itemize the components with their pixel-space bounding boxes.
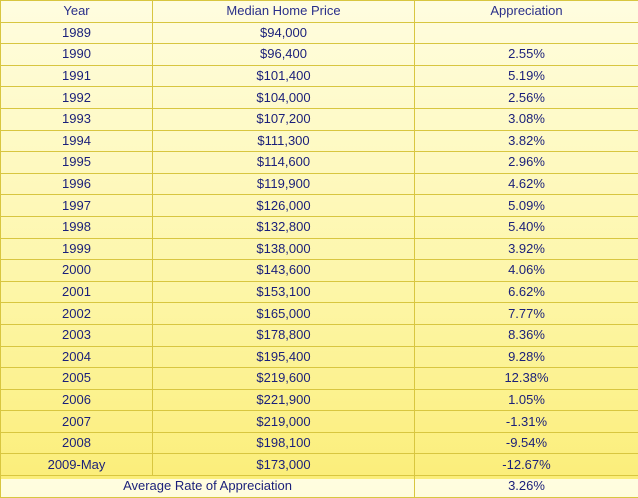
cell-appreciation: 7.77% <box>415 303 638 325</box>
cell-appreciation: 3.82% <box>415 130 638 152</box>
cell-median-home-price: $178,800 <box>153 324 415 346</box>
cell-median-home-price: $143,600 <box>153 260 415 282</box>
cell-appreciation: 3.92% <box>415 238 638 260</box>
cell-appreciation: 5.40% <box>415 216 638 238</box>
cell-year: 2000 <box>1 260 153 282</box>
cell-median-home-price: $219,000 <box>153 411 415 433</box>
table-row: 2007$219,000-1.31% <box>1 411 638 433</box>
header-year: Year <box>1 1 153 23</box>
cell-median-home-price: $132,800 <box>153 216 415 238</box>
cell-appreciation: -1.31% <box>415 411 638 433</box>
cell-median-home-price: $107,200 <box>153 108 415 130</box>
cell-appreciation: 2.55% <box>415 44 638 66</box>
cell-appreciation: 4.62% <box>415 173 638 195</box>
cell-year: 2003 <box>1 324 153 346</box>
cell-year: 1997 <box>1 195 153 217</box>
cell-year: 1999 <box>1 238 153 260</box>
cell-median-home-price: $219,600 <box>153 368 415 390</box>
cell-year: 1994 <box>1 130 153 152</box>
cell-appreciation: 3.08% <box>415 108 638 130</box>
header-row: Year Median Home Price Appreciation <box>1 1 638 23</box>
cell-year: 2004 <box>1 346 153 368</box>
cell-appreciation: 1.05% <box>415 389 638 411</box>
cell-appreciation: 9.28% <box>415 346 638 368</box>
cell-appreciation: 5.19% <box>415 65 638 87</box>
table-row: 2009-May$173,000-12.67% <box>1 454 638 476</box>
cell-year: 1990 <box>1 44 153 66</box>
cell-appreciation: 4.06% <box>415 260 638 282</box>
header-median-home-price: Median Home Price <box>153 1 415 23</box>
cell-year: 2007 <box>1 411 153 433</box>
cell-appreciation: 12.38% <box>415 368 638 390</box>
cell-median-home-price: $101,400 <box>153 65 415 87</box>
cell-median-home-price: $114,600 <box>153 152 415 174</box>
cell-year: 1989 <box>1 22 153 44</box>
cell-median-home-price: $165,000 <box>153 303 415 325</box>
cell-median-home-price: $96,400 <box>153 44 415 66</box>
cell-year: 2009-May <box>1 454 153 476</box>
cell-median-home-price: $126,000 <box>153 195 415 217</box>
cell-year: 2005 <box>1 368 153 390</box>
cell-median-home-price: $94,000 <box>153 22 415 44</box>
cell-year: 1992 <box>1 87 153 109</box>
cell-year: 1993 <box>1 108 153 130</box>
cell-year: 2002 <box>1 303 153 325</box>
cell-appreciation <box>415 22 638 44</box>
cell-year: 2001 <box>1 281 153 303</box>
cell-median-home-price: $221,900 <box>153 389 415 411</box>
cell-median-home-price: $104,000 <box>153 87 415 109</box>
cell-appreciation: 2.56% <box>415 87 638 109</box>
cell-appreciation: -12.67% <box>415 454 638 476</box>
cell-median-home-price: $173,000 <box>153 454 415 476</box>
header-appreciation: Appreciation <box>415 1 638 23</box>
cell-median-home-price: $198,100 <box>153 432 415 454</box>
cell-year: 2006 <box>1 389 153 411</box>
table-row: 2008$198,100-9.54% <box>1 432 638 454</box>
table-row: 1989$94,000 <box>1 22 638 44</box>
cell-median-home-price: $153,100 <box>153 281 415 303</box>
cell-median-home-price: $195,400 <box>153 346 415 368</box>
cell-median-home-price: $111,300 <box>153 130 415 152</box>
cell-median-home-price: $138,000 <box>153 238 415 260</box>
cell-appreciation: -9.54% <box>415 432 638 454</box>
cell-appreciation: 6.62% <box>415 281 638 303</box>
cell-appreciation: 8.36% <box>415 324 638 346</box>
cell-year: 1991 <box>1 65 153 87</box>
cell-year: 1998 <box>1 216 153 238</box>
cell-year: 2008 <box>1 432 153 454</box>
cell-year: 1996 <box>1 173 153 195</box>
cell-median-home-price: $119,900 <box>153 173 415 195</box>
cell-appreciation: 5.09% <box>415 195 638 217</box>
cell-appreciation: 2.96% <box>415 152 638 174</box>
cell-year: 1995 <box>1 152 153 174</box>
